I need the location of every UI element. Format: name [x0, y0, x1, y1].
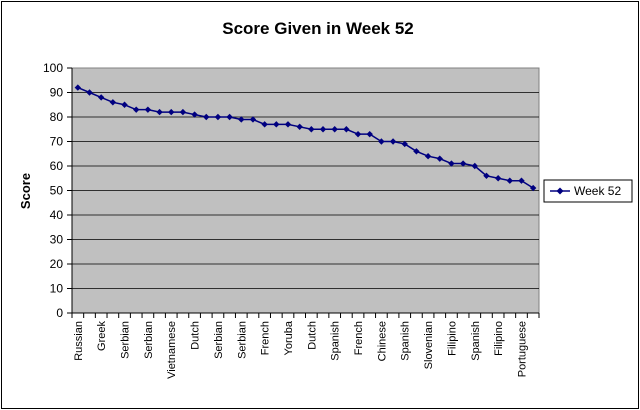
- data-point: [156, 108, 163, 116]
- y-tick-label: 90: [50, 86, 64, 100]
- data-point: [424, 153, 432, 160]
- data-point: [308, 126, 315, 133]
- data-point: [459, 160, 467, 167]
- data-point: [179, 108, 187, 116]
- y-axis-label: Score: [18, 173, 33, 209]
- data-point: [401, 140, 408, 148]
- legend-box: [543, 179, 633, 203]
- legend-marker: [556, 187, 564, 195]
- data-point: [506, 177, 514, 184]
- x-tick-label: Filipino: [446, 321, 458, 356]
- y-tick-label: 80: [50, 110, 64, 124]
- x-tick-label: Serbian: [213, 321, 225, 359]
- data-point: [133, 106, 140, 113]
- x-tick-label: Dutch: [306, 321, 318, 350]
- data-point: [273, 121, 280, 128]
- data-point: [389, 138, 397, 145]
- data-point: [343, 126, 350, 133]
- data-point: [494, 175, 502, 182]
- data-point: [249, 116, 257, 123]
- x-tick-label: Vietnamese: [166, 321, 178, 379]
- data-point: [214, 113, 222, 121]
- x-tick-label: Spanish: [330, 321, 342, 361]
- x-tick-label: Serbian: [236, 321, 248, 359]
- data-point: [168, 108, 175, 116]
- axes: [71, 68, 540, 318]
- data-point: [97, 94, 105, 101]
- x-tick-label: Serbian: [143, 321, 155, 359]
- legend: Week 52: [543, 179, 633, 203]
- x-tick-label: Chinese: [376, 321, 388, 361]
- data-point: [296, 123, 303, 130]
- data-point: [529, 184, 537, 192]
- x-tick-label: French: [353, 321, 365, 355]
- data-point: [121, 101, 128, 108]
- y-tick-label: 10: [50, 282, 64, 296]
- y-tick-labels: 0 10 20 30 40 50 60 70 80 90 100: [43, 61, 63, 320]
- y-tick-label: 20: [50, 257, 64, 271]
- y-tick-label: 30: [50, 233, 64, 247]
- x-tick-label: Slovenian: [423, 321, 435, 369]
- legend-label: Week 52: [574, 184, 621, 198]
- gridlines: [67, 67, 539, 314]
- x-tick-label: Dutch: [190, 321, 202, 350]
- series-line: [77, 86, 534, 189]
- data-point: [74, 84, 82, 91]
- data-point: [366, 130, 373, 138]
- series-week-52: [74, 84, 537, 192]
- x-tick-label: Russian: [73, 321, 85, 361]
- data-point: [413, 148, 420, 155]
- chart-title: Score Given in Week 52: [222, 19, 414, 38]
- data-point: [471, 162, 478, 170]
- data-point: [319, 126, 327, 133]
- data-point: [191, 111, 198, 118]
- x-tick-label: Spanish: [470, 321, 482, 361]
- y-tick-label: 50: [50, 184, 64, 198]
- x-tick-label: Spanish: [400, 321, 412, 361]
- data-point: [436, 155, 443, 162]
- data-point: [448, 160, 455, 167]
- data-point: [483, 172, 490, 179]
- x-tick-label: Filipino: [493, 321, 505, 356]
- y-tick-label: 100: [43, 61, 63, 75]
- y-tick-label: 60: [50, 159, 64, 173]
- x-tick-label: Serbian: [120, 321, 132, 359]
- x-tick-label: French: [260, 321, 272, 355]
- data-point: [226, 113, 233, 121]
- data-point: [378, 138, 385, 145]
- data-point: [109, 99, 117, 106]
- x-tick-labels: Russian Greek Serbian Serbian Vietnamese Dutc…: [73, 320, 529, 379]
- data-point: [518, 177, 525, 184]
- data-point: [144, 106, 152, 113]
- y-tick-label: 40: [50, 208, 64, 222]
- y-tick-label: 70: [50, 135, 64, 149]
- y-tick-label: 0: [56, 306, 63, 320]
- data-point: [261, 121, 268, 128]
- data-point: [354, 130, 362, 138]
- data-point: [284, 121, 292, 128]
- data-point: [86, 89, 93, 96]
- data-point: [203, 113, 210, 121]
- data-point: [331, 126, 338, 133]
- x-tick-label: Greek: [96, 321, 108, 351]
- x-tick-label: Yoruba: [283, 320, 295, 355]
- x-tick-label: Portuguese: [516, 321, 528, 377]
- data-point: [238, 116, 245, 123]
